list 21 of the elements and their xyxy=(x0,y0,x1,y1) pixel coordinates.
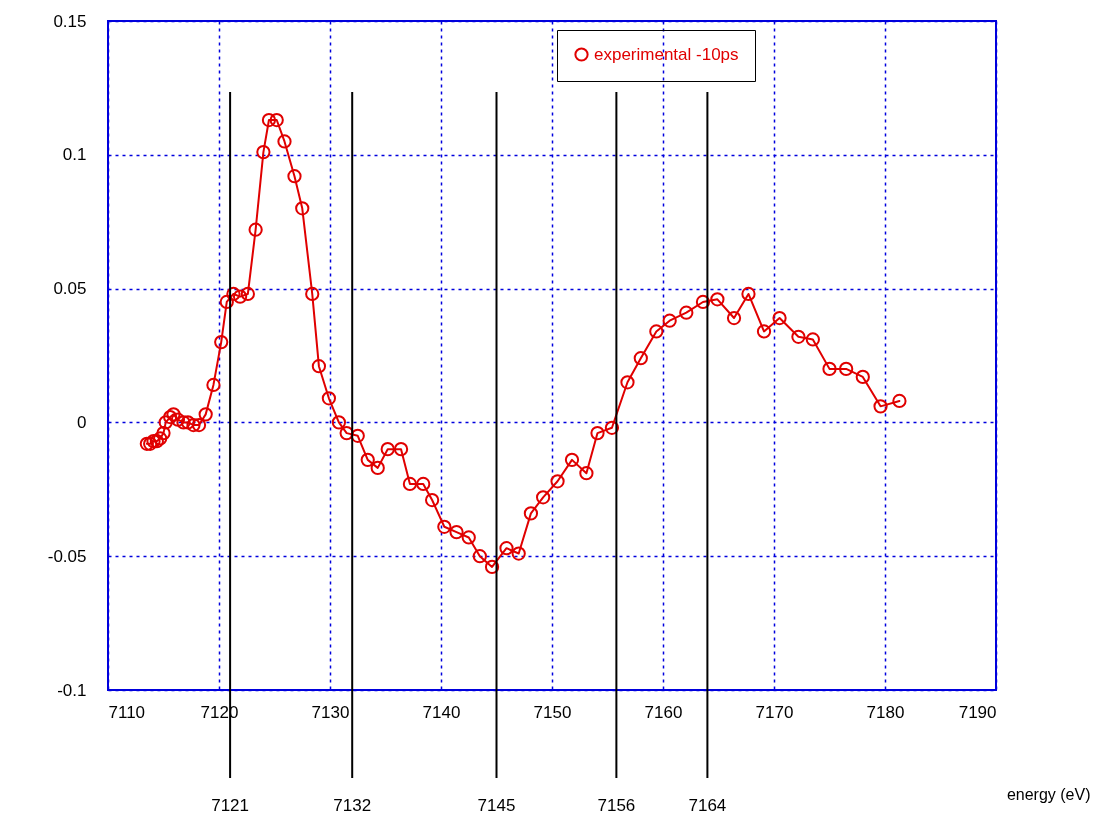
x-tick-label: 7130 xyxy=(311,702,350,722)
x-tick-label: 7150 xyxy=(533,702,572,722)
y-tick-label: 0.05 xyxy=(53,279,87,299)
ref-line-label: 7145 xyxy=(477,796,516,815)
y-tick-label: 0 xyxy=(77,412,87,432)
y-tick-label: 0.1 xyxy=(62,145,87,165)
x-axis-title: energy (eV) xyxy=(1006,785,1091,803)
x-tick-label: 7170 xyxy=(755,702,794,722)
x-tick-label: 7140 xyxy=(422,702,461,722)
x-tick-label: 7190 xyxy=(958,702,997,722)
ref-line-label: 7156 xyxy=(597,796,636,815)
x-tick-label: 7180 xyxy=(866,702,905,722)
y-tick-label: -0.1 xyxy=(57,680,87,700)
ref-line-label: 7164 xyxy=(688,796,727,815)
legend-label: experimental -10ps xyxy=(594,44,739,64)
x-tick-label: 7110 xyxy=(108,702,146,722)
ref-line-label: 7132 xyxy=(333,796,372,815)
x-tick-label: 7160 xyxy=(644,702,683,722)
y-tick-label: -0.05 xyxy=(47,546,87,566)
ref-line-label: 7121 xyxy=(211,796,250,815)
y-tick-label: 0.15 xyxy=(53,11,87,31)
